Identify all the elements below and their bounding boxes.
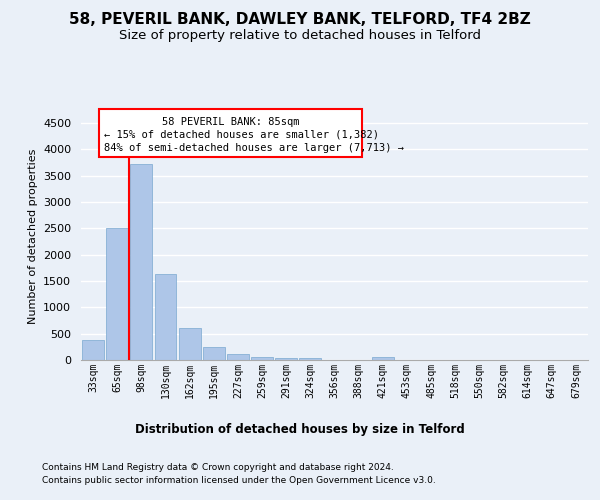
Bar [106,228,128,360]
Bar [372,357,394,360]
Bar [130,164,152,360]
Bar [179,328,200,360]
Text: Contains public sector information licensed under the Open Government Licence v3: Contains public sector information licen… [42,476,436,485]
Bar [155,274,176,360]
Text: 84% of semi-detached houses are larger (7,713) →: 84% of semi-detached houses are larger (… [104,144,404,154]
Text: ← 15% of detached houses are smaller (1,382): ← 15% of detached houses are smaller (1,… [104,130,379,140]
Bar [227,354,249,360]
Bar [251,357,273,360]
FancyBboxPatch shape [99,109,362,157]
Text: Distribution of detached houses by size in Telford: Distribution of detached houses by size … [135,422,465,436]
Text: Contains HM Land Registry data © Crown copyright and database right 2024.: Contains HM Land Registry data © Crown c… [42,462,394,471]
Text: Size of property relative to detached houses in Telford: Size of property relative to detached ho… [119,29,481,42]
Text: 58 PEVERIL BANK: 85sqm: 58 PEVERIL BANK: 85sqm [162,116,299,126]
Bar [275,358,297,360]
Text: 58, PEVERIL BANK, DAWLEY BANK, TELFORD, TF4 2BZ: 58, PEVERIL BANK, DAWLEY BANK, TELFORD, … [69,12,531,28]
Bar [299,358,321,360]
Bar [82,340,104,360]
Y-axis label: Number of detached properties: Number of detached properties [28,148,38,324]
Bar [203,348,224,360]
